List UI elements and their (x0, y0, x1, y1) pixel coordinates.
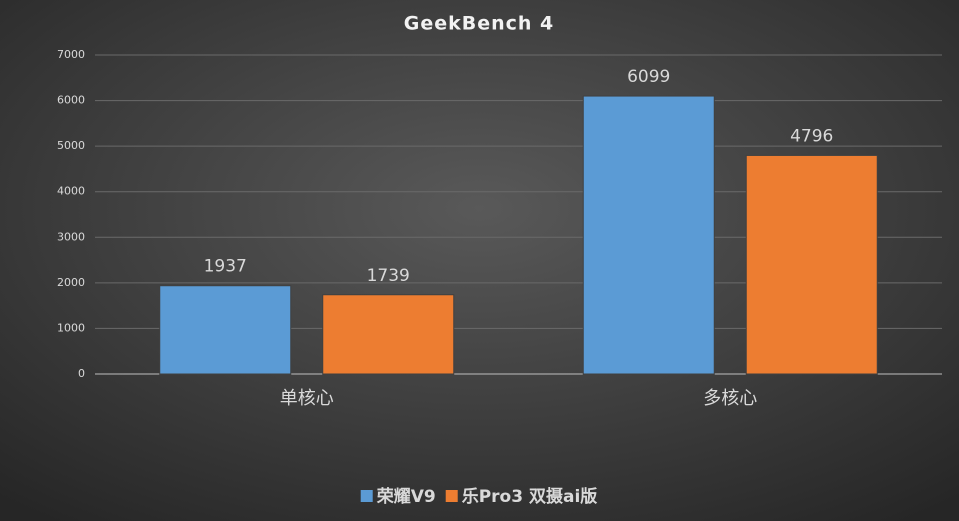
y-tick-label: 0 (78, 367, 85, 380)
y-tick-label: 5000 (57, 139, 85, 152)
data-label: 6099 (627, 67, 670, 87)
chart-title: GeekBench 4 (404, 13, 555, 35)
x-tick-label: 多核心 (703, 388, 757, 409)
data-label: 1739 (367, 266, 410, 286)
legend-label: 荣耀V9 (376, 487, 436, 507)
bar (322, 294, 455, 375)
legend-swatch (360, 490, 373, 502)
data-label: 1937 (204, 257, 247, 277)
bar (745, 154, 878, 375)
y-tick-label: 6000 (57, 94, 85, 107)
bar (159, 285, 292, 375)
y-tick-label: 7000 (57, 48, 85, 61)
data-label: 4796 (790, 126, 833, 146)
y-tick-label: 3000 (57, 230, 85, 243)
legend-label: 乐Pro3 双摄ai版 (462, 486, 598, 507)
y-tick-label: 2000 (57, 276, 85, 289)
legend-swatch (445, 490, 458, 502)
y-tick-label: 1000 (57, 321, 85, 334)
y-tick-label: 4000 (57, 185, 85, 198)
x-tick-label: 单核心 (280, 388, 334, 409)
bar (582, 95, 715, 375)
